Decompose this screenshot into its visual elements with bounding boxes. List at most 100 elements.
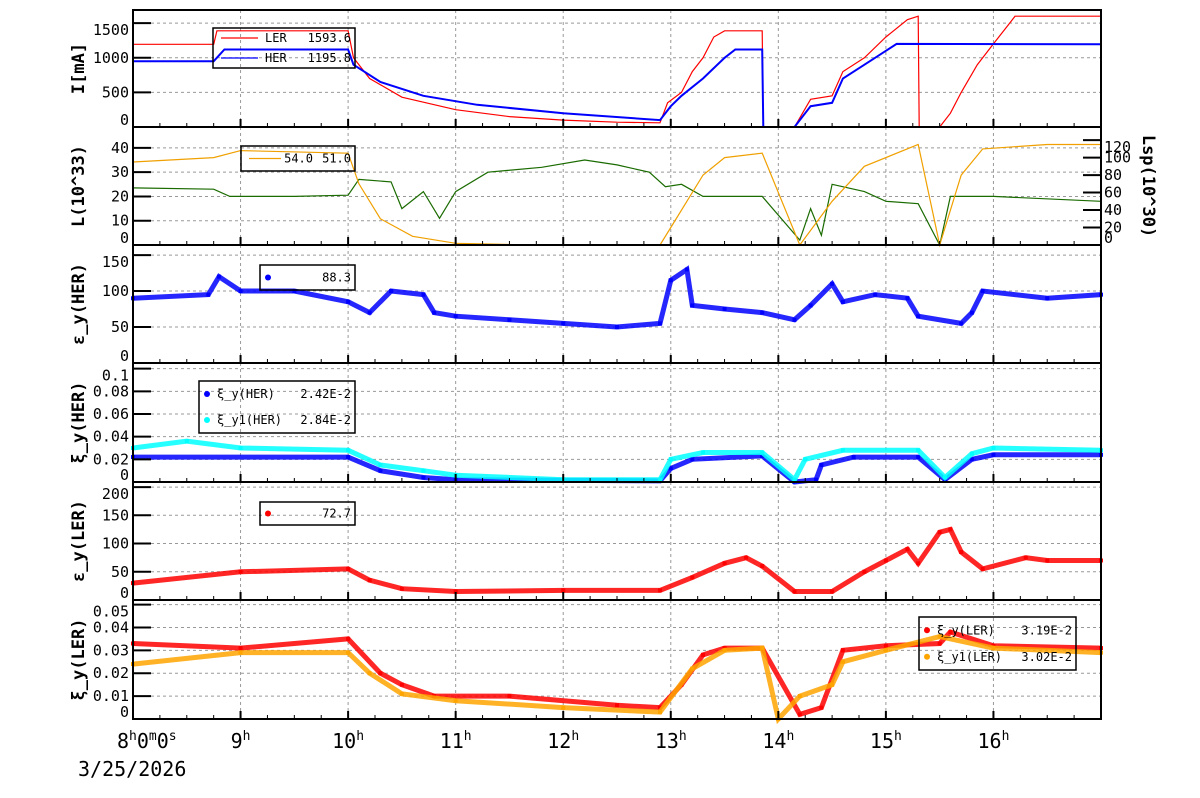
legend-label: HER bbox=[265, 51, 287, 65]
legend-label: LER bbox=[265, 31, 287, 45]
data-point-xi_y1_LER bbox=[797, 694, 802, 699]
y-axis-label: I[mA] bbox=[69, 43, 89, 94]
data-point-xi_y1_HER bbox=[991, 446, 996, 450]
data-point-ey_HER bbox=[507, 317, 512, 322]
data-point-ey_HER bbox=[206, 292, 211, 297]
data-point-ey_LER bbox=[722, 561, 727, 566]
legend-box bbox=[212, 27, 356, 69]
data-point-xi_y_HER bbox=[690, 457, 695, 462]
x-tick-label-part: h bbox=[1002, 729, 1010, 744]
data-point-xi_y1_LER bbox=[690, 666, 695, 671]
data-point-ey_LER bbox=[883, 558, 888, 563]
data-point-xi_y_HER bbox=[851, 455, 856, 460]
data-point-ey_LER bbox=[862, 569, 867, 574]
legend-label: ξ_y1(HER) bbox=[217, 413, 282, 427]
series-xi_y1_HER-band bbox=[132, 438, 1102, 484]
data-point-ey_HER bbox=[346, 299, 351, 304]
x-tick-label-part: h bbox=[679, 729, 687, 744]
panel-2: 0 50 100 150 ε_y(HER) 88.3 bbox=[69, 244, 1103, 365]
legend-marker bbox=[265, 274, 271, 281]
legend-box bbox=[259, 501, 356, 526]
data-point-ey_HER bbox=[830, 281, 835, 286]
x-tick-label: 11h bbox=[440, 729, 472, 753]
y-tick-label: 0 bbox=[120, 703, 129, 721]
x-tick-label-part: 8 bbox=[117, 729, 129, 753]
legend-value: 54.0 bbox=[284, 152, 313, 166]
y-tick-label: 0 bbox=[120, 584, 129, 602]
data-point-ey_LER bbox=[830, 589, 835, 594]
data-point-ey_HER bbox=[959, 321, 964, 326]
data-point-xi_y1_HER bbox=[346, 448, 351, 453]
data-point-ey_LER bbox=[238, 569, 243, 574]
data-point-xi_y_LER bbox=[701, 652, 706, 657]
date-label: 3/25/2026 bbox=[78, 757, 186, 781]
y-tick-label: 0.06 bbox=[93, 405, 129, 423]
data-point-ey_LER bbox=[980, 566, 985, 571]
right-y-tick-label: 120 bbox=[1104, 138, 1131, 156]
x-tick-label-part: h bbox=[894, 729, 902, 744]
data-point-ey_HER bbox=[453, 314, 458, 319]
y-tick-label: 0.08 bbox=[93, 382, 129, 400]
data-point-xi_y1_HER bbox=[943, 475, 948, 480]
data-point-ey_HER bbox=[1045, 296, 1050, 301]
legend-box bbox=[240, 145, 356, 172]
data-point-xi_y1_LER bbox=[830, 682, 835, 687]
data-point-ey_HER bbox=[238, 289, 243, 294]
y-tick-label: 50 bbox=[111, 318, 129, 336]
data-point-ey_LER bbox=[905, 547, 910, 552]
y-axis-label: ε_y(HER) bbox=[69, 263, 89, 345]
data-point-xi_y1_LER bbox=[883, 648, 888, 653]
data-point-ey_HER bbox=[905, 296, 910, 301]
legend-label: ξ_y1(LER) bbox=[937, 650, 1002, 664]
data-point-ey_HER bbox=[561, 321, 566, 326]
data-point-xi_y1_HER bbox=[421, 468, 426, 473]
y-axis-label: ξ_y(LER) bbox=[69, 619, 89, 701]
data-point-xi_y1_LER bbox=[991, 646, 996, 651]
data-point-xi_y_LER bbox=[937, 641, 942, 646]
x-tick-label-part: 0 bbox=[157, 729, 169, 753]
data-point-ey_HER bbox=[690, 303, 695, 308]
data-point-ey_HER bbox=[808, 303, 813, 308]
x-tick-label-part: 10 bbox=[332, 729, 356, 753]
data-point-ey_HER bbox=[980, 289, 985, 294]
data-point-ey_LER bbox=[346, 566, 351, 571]
legend-value: 51.0 bbox=[322, 152, 351, 166]
data-point-ey_HER bbox=[916, 314, 921, 319]
y-tick-label: 0.1 bbox=[102, 367, 129, 385]
data-point-xi_y1_HER bbox=[238, 446, 243, 450]
data-point-ey_LER bbox=[453, 589, 458, 594]
data-point-xi_y_HER bbox=[819, 463, 824, 467]
y-tick-label: 30 bbox=[111, 163, 129, 181]
x-tick-label-part: h bbox=[786, 729, 794, 744]
data-point-xi_y_HER bbox=[760, 453, 765, 458]
y-tick-label: 500 bbox=[102, 83, 129, 101]
legend-value: 2.84E-2 bbox=[300, 413, 351, 427]
x-tick-label-part: 15 bbox=[870, 729, 894, 753]
data-point-ey_HER bbox=[367, 310, 372, 315]
x-tick-label-part: h bbox=[356, 729, 364, 744]
x-tick-label: 8h0m0s bbox=[117, 729, 177, 753]
data-point-xi_y1_LER bbox=[453, 698, 458, 703]
legend: 54.0 51.0 bbox=[240, 145, 356, 172]
x-tick-label: 13h bbox=[655, 729, 687, 753]
data-point-ey_HER bbox=[615, 325, 619, 330]
data-point-ey_LER bbox=[792, 589, 797, 594]
data-point-xi_y_LER bbox=[399, 682, 404, 687]
data-point-xi_y_HER bbox=[378, 468, 383, 473]
data-point-xi_y_LER bbox=[658, 705, 663, 710]
x-tick-label-part: m bbox=[149, 729, 157, 744]
series-LER bbox=[133, 15, 1101, 128]
x-tick-label-part: h bbox=[464, 729, 472, 744]
series-HER bbox=[133, 42, 1102, 128]
x-tick-label-part: 9 bbox=[231, 729, 243, 753]
data-point-xi_y1_LER bbox=[561, 705, 566, 710]
x-tick-label-part: h bbox=[129, 729, 137, 744]
y-tick-label: 0.05 bbox=[93, 603, 129, 621]
y-tick-label: 150 bbox=[102, 506, 129, 524]
x-tick-label-part: 0 bbox=[137, 729, 149, 753]
y-tick-label: 150 bbox=[102, 253, 129, 271]
y-tick-label: 0.02 bbox=[93, 664, 129, 682]
data-point-xi_y_LER bbox=[238, 646, 243, 651]
data-point-ey_HER bbox=[840, 299, 845, 304]
